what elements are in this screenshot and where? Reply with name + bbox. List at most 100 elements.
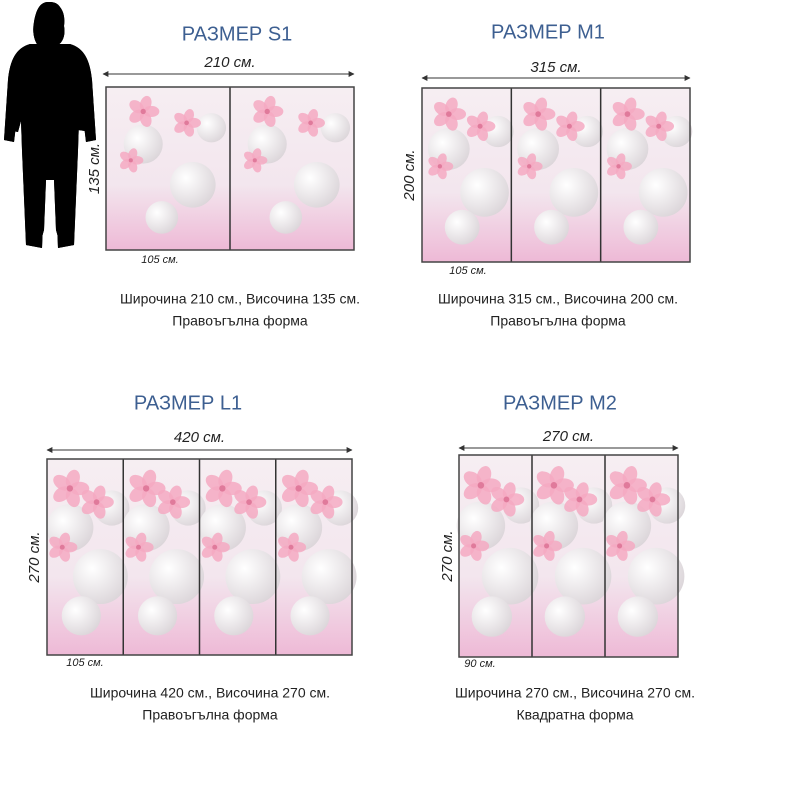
petal — [445, 97, 458, 115]
petal — [321, 485, 335, 503]
wallpaper-frame — [421, 87, 691, 263]
flower-center — [503, 496, 510, 503]
sphere — [293, 161, 340, 208]
sphere — [617, 596, 659, 637]
flower-center — [136, 544, 141, 550]
petal — [183, 109, 195, 124]
sphere — [554, 547, 612, 605]
sphere — [290, 596, 330, 636]
title: РАЗМЕР M2 — [503, 392, 617, 414]
sphere — [301, 549, 357, 605]
sphere — [320, 113, 351, 143]
height-label: 200 см. — [401, 149, 418, 201]
petal — [502, 482, 516, 500]
flower-center — [617, 543, 623, 549]
height-label: 135 см. — [86, 143, 103, 194]
petal — [92, 485, 106, 503]
petal — [616, 530, 628, 547]
flower-center — [566, 123, 572, 129]
panel-width-label: 90 см. — [464, 658, 495, 670]
height-label: 270 см. — [439, 530, 456, 582]
description: Широчина 270 см., Височина 270 см. — [455, 685, 695, 701]
sphere — [149, 549, 205, 605]
flower-center — [550, 482, 558, 489]
panel-width-label: 105 см. — [66, 657, 104, 669]
width-label: 270 см. — [542, 428, 594, 445]
petal — [139, 95, 152, 112]
flower-center — [437, 164, 443, 169]
flower-center — [656, 123, 662, 129]
height-label: 270 см. — [26, 531, 43, 583]
silhouette — [4, 2, 96, 248]
petal — [575, 482, 589, 500]
flower-center — [66, 485, 74, 492]
sphere — [627, 547, 685, 605]
flower-center — [308, 120, 313, 126]
flower-center — [246, 499, 252, 505]
sphere — [481, 547, 539, 605]
petal — [287, 532, 299, 548]
wallpaper-frame — [458, 454, 679, 658]
flower-center — [623, 482, 631, 489]
description: Широчина 315 см., Височина 200 см. — [438, 291, 678, 307]
flower-center — [544, 543, 550, 549]
flower-center — [322, 499, 329, 505]
shape: Правоъгълна форма — [172, 313, 308, 329]
petal — [59, 532, 71, 548]
sphere — [61, 596, 101, 636]
petal — [623, 97, 637, 115]
flower-center — [477, 123, 483, 129]
flower-center — [576, 496, 583, 503]
petal — [526, 153, 537, 167]
shape: Квадратна форма — [517, 707, 634, 723]
petal — [135, 532, 147, 548]
flower-center — [93, 499, 100, 505]
flower-center — [535, 111, 541, 117]
petal — [476, 111, 488, 127]
petal — [218, 469, 233, 489]
petal — [169, 485, 182, 503]
sphere — [225, 549, 281, 605]
sphere — [544, 596, 586, 637]
petal — [648, 482, 662, 500]
flower-center — [649, 496, 656, 503]
wallpaper-frame — [105, 86, 355, 251]
sphere — [269, 201, 303, 234]
wallpaper — [46, 458, 359, 656]
flower-center — [128, 158, 133, 163]
sphere — [549, 168, 599, 217]
sphere — [145, 201, 179, 234]
petal — [65, 469, 80, 489]
sphere — [460, 168, 509, 217]
petal — [211, 532, 223, 548]
petal — [655, 111, 667, 127]
sphere — [623, 209, 659, 245]
flower-center — [142, 485, 150, 492]
shape: Правоъгълна форма — [142, 707, 278, 723]
flower-center — [288, 544, 294, 550]
title: РАЗМЕР L1 — [134, 392, 242, 414]
wallpaper — [456, 454, 686, 658]
petal — [128, 148, 138, 161]
title: РАЗМЕР M1 — [491, 21, 605, 43]
width-label: 315 см. — [530, 59, 581, 76]
petal — [245, 485, 258, 503]
petal — [566, 111, 578, 127]
sphere — [196, 113, 227, 143]
sphere — [137, 596, 178, 636]
sphere — [534, 209, 569, 245]
wallpaper — [421, 87, 693, 263]
title: РАЗМЕР S1 — [182, 23, 293, 45]
description: Широчина 210 см., Височина 135 см. — [120, 291, 360, 307]
petal — [142, 469, 157, 489]
flower-center — [445, 111, 452, 117]
flower-center — [477, 482, 485, 489]
petal — [294, 469, 309, 489]
petal — [615, 153, 626, 167]
shape: Правоъгълна форма — [490, 313, 626, 329]
flower-center — [169, 499, 176, 505]
sphere — [471, 596, 513, 637]
wallpaper — [105, 86, 355, 251]
flower-center — [616, 164, 621, 169]
